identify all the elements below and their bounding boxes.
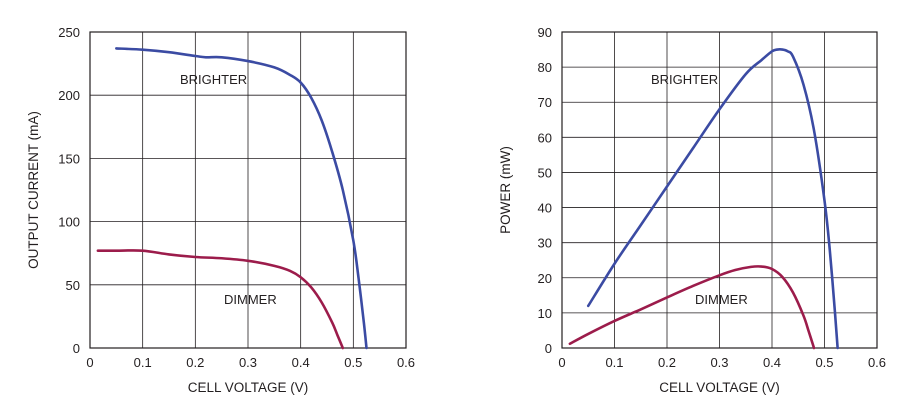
x-tick-label: 0 — [558, 355, 565, 370]
y-tick-label: 80 — [538, 60, 552, 75]
series-label-brighter: BRIGHTER — [651, 72, 718, 87]
y-tick-label: 70 — [538, 95, 552, 110]
series-label-dimmer: DIMMER — [224, 292, 277, 307]
y-tick-label: 0 — [545, 341, 552, 356]
series-line-brighter — [115, 47, 368, 350]
y-tick-label: 50 — [66, 278, 80, 293]
plot-frame — [89, 31, 407, 349]
current-chart: 0 0.1 0.2 0.3 0.4 0.5 0.6 0 50 100 150 200 250 CELL V… — [26, 25, 415, 395]
x-tick-label: 0.4 — [763, 355, 781, 370]
y-tick-label: 10 — [538, 306, 552, 321]
y-axis-label: POWER (mW) — [498, 146, 513, 234]
x-tick-label: 0.1 — [134, 355, 152, 370]
plot-frame — [561, 31, 878, 349]
x-tick-label: 0.5 — [815, 355, 833, 370]
x-axis-label: CELL VOLTAGE (V) — [659, 380, 780, 395]
y-tick-label: 90 — [538, 25, 552, 40]
y-axis-label: OUTPUT CURRENT (mA) — [26, 111, 41, 269]
series-label-dimmer: DIMMER — [695, 292, 748, 307]
x-tick-label: 0.3 — [239, 355, 257, 370]
y-tick-label: 250 — [58, 25, 80, 40]
y-tick-label: 60 — [538, 130, 552, 145]
x-tick-label: 0.2 — [186, 355, 204, 370]
y-tick-label: 100 — [58, 215, 80, 230]
y-tick-label: 0 — [73, 341, 80, 356]
x-tick-label: 0.6 — [397, 355, 415, 370]
y-tick-label: 200 — [58, 88, 80, 103]
series-line-dimmer — [96, 249, 345, 350]
series-line-dimmer — [568, 265, 816, 350]
x-tick-label: 0.1 — [605, 355, 623, 370]
y-tick-label: 40 — [538, 201, 552, 216]
x-tick-label: 0.3 — [710, 355, 728, 370]
x-axis-label: CELL VOLTAGE (V) — [188, 380, 309, 395]
power-chart: 0 0.1 0.2 0.3 0.4 0.5 0.6 0 10 20 30 40 50 60 70 80 90 CE… — [498, 25, 886, 395]
y-tick-label: 150 — [58, 151, 80, 166]
y-tick-label: 50 — [538, 165, 552, 180]
x-tick-label: 0.6 — [868, 355, 886, 370]
y-tick-label: 30 — [538, 236, 552, 251]
y-tick-label: 20 — [538, 271, 552, 286]
x-tick-label: 0.2 — [658, 355, 676, 370]
series-label-brighter: BRIGHTER — [180, 72, 247, 87]
x-tick-label: 0.4 — [292, 355, 310, 370]
series-line-brighter — [586, 48, 839, 350]
x-tick-label: 0 — [86, 355, 93, 370]
x-tick-label: 0.5 — [344, 355, 362, 370]
